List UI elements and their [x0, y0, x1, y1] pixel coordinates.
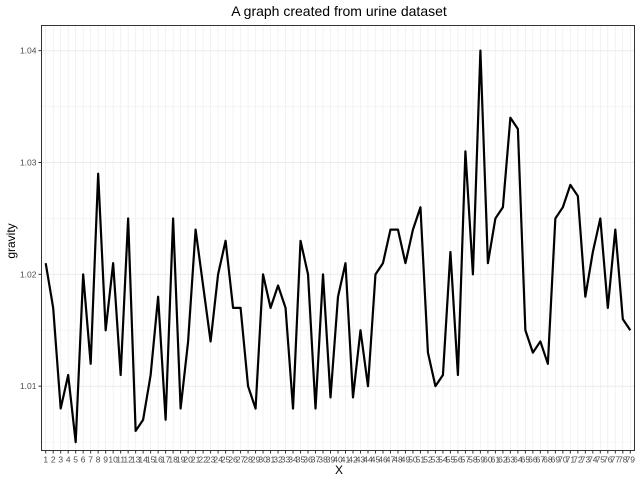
x-tick-label: 70	[558, 455, 568, 465]
x-tick-label: 45	[371, 455, 381, 465]
x-tick-label: 43	[356, 455, 366, 465]
x-tick-label: 37	[311, 455, 321, 465]
x-tick-label: 41	[341, 455, 351, 465]
x-tick-label: 14	[138, 455, 148, 465]
x-tick-label: 21	[191, 455, 201, 465]
x-tick-label: 3	[58, 455, 63, 465]
x-tick-label: 73	[581, 455, 591, 465]
x-tick-label: 15	[146, 455, 156, 465]
x-tick-label: 26	[228, 455, 238, 465]
y-axis: 1.01 1.02 1.03 1.04	[20, 46, 42, 391]
x-tick-label: 22	[198, 455, 208, 465]
x-tick-label: 63	[506, 455, 516, 465]
y-tick-label: 1.02	[20, 269, 37, 279]
x-tick-label: 76	[603, 455, 613, 465]
x-tick-label: 53	[431, 455, 441, 465]
x-axis: 1 2 3 4 5 6 7 8 9 1011121314151617181920212223242…	[43, 450, 636, 465]
x-tick-label: 47	[386, 455, 396, 465]
x-tick-label: 59	[476, 455, 486, 465]
y-axis-title: gravity	[4, 223, 18, 258]
x-tick-label: 40	[333, 455, 343, 465]
y-tick-label: 1.04	[20, 46, 37, 56]
x-tick-label: 10	[108, 455, 118, 465]
x-tick-label: 25	[221, 455, 231, 465]
x-tick-label: 58	[468, 455, 478, 465]
x-tick-label: 19	[176, 455, 186, 465]
x-tick-label: 13	[131, 455, 141, 465]
x-tick-label: 79	[626, 455, 636, 465]
x-tick-label: 62	[498, 455, 508, 465]
x-tick-label: 38	[318, 455, 328, 465]
x-tick-label: 71	[566, 455, 576, 465]
x-tick-label: 18	[168, 455, 178, 465]
x-tick-label: 65	[521, 455, 531, 465]
x-tick-label: 67	[536, 455, 546, 465]
series-layer	[44, 49, 632, 444]
x-tick-label: 36	[303, 455, 313, 465]
x-tick-label: 77	[611, 455, 621, 465]
x-tick-label: 1	[43, 455, 48, 465]
x-tick-label: 54	[438, 455, 448, 465]
series-line	[44, 49, 632, 444]
chart-title: A graph created from urine dataset	[231, 3, 447, 19]
x-tick-label: 9	[103, 455, 108, 465]
x-tick-label: 23	[206, 455, 216, 465]
x-tick-label: 50	[408, 455, 418, 465]
x-tick-label: 72	[573, 455, 583, 465]
x-tick-label: 66	[528, 455, 538, 465]
x-tick-label: 74	[588, 455, 598, 465]
y-tick-label: 1.01	[20, 381, 37, 391]
x-tick-label: 61	[491, 455, 501, 465]
x-tick-label: 51	[416, 455, 426, 465]
x-tick-label: 68	[543, 455, 553, 465]
x-tick-label: 42	[348, 455, 358, 465]
x-tick-label: 69	[551, 455, 561, 465]
x-tick-label: 6	[81, 455, 86, 465]
x-tick-label: 29	[251, 455, 261, 465]
x-tick-label: 32	[273, 455, 283, 465]
x-tick-label: 60	[483, 455, 493, 465]
x-tick-label: 5	[73, 455, 78, 465]
x-tick-label: 34	[288, 455, 298, 465]
x-tick-label: 30	[258, 455, 268, 465]
x-tick-label: 55	[446, 455, 456, 465]
y-tick-label: 1.03	[20, 158, 37, 168]
x-tick-label: 64	[513, 455, 523, 465]
x-tick-label: 4	[66, 455, 71, 465]
x-tick-label: 12	[123, 455, 133, 465]
x-tick-label: 17	[161, 455, 171, 465]
x-tick-label: 28	[243, 455, 253, 465]
x-tick-label: 27	[236, 455, 246, 465]
x-tick-label: 20	[183, 455, 193, 465]
x-tick-label: 11	[116, 455, 125, 465]
x-tick-label: 16	[153, 455, 163, 465]
x-tick-label: 24	[213, 455, 223, 465]
x-tick-label: 7	[88, 455, 93, 465]
x-axis-title: X	[335, 463, 343, 477]
x-tick-label: 46	[378, 455, 388, 465]
x-tick-label: 57	[461, 455, 471, 465]
x-tick-label: 49	[401, 455, 411, 465]
x-tick-label: 75	[596, 455, 606, 465]
x-tick-label: 2	[51, 455, 56, 465]
x-tick-label: 52	[423, 455, 433, 465]
x-tick-label: 44	[363, 455, 373, 465]
x-tick-label: 31	[266, 455, 276, 465]
x-tick-label: 48	[393, 455, 403, 465]
x-tick-label: 56	[453, 455, 463, 465]
x-tick-label: 39	[326, 455, 336, 465]
x-tick-label: 78	[618, 455, 628, 465]
x-tick-label: 8	[96, 455, 101, 465]
x-tick-label: 33	[281, 455, 291, 465]
x-tick-label: 35	[296, 455, 306, 465]
